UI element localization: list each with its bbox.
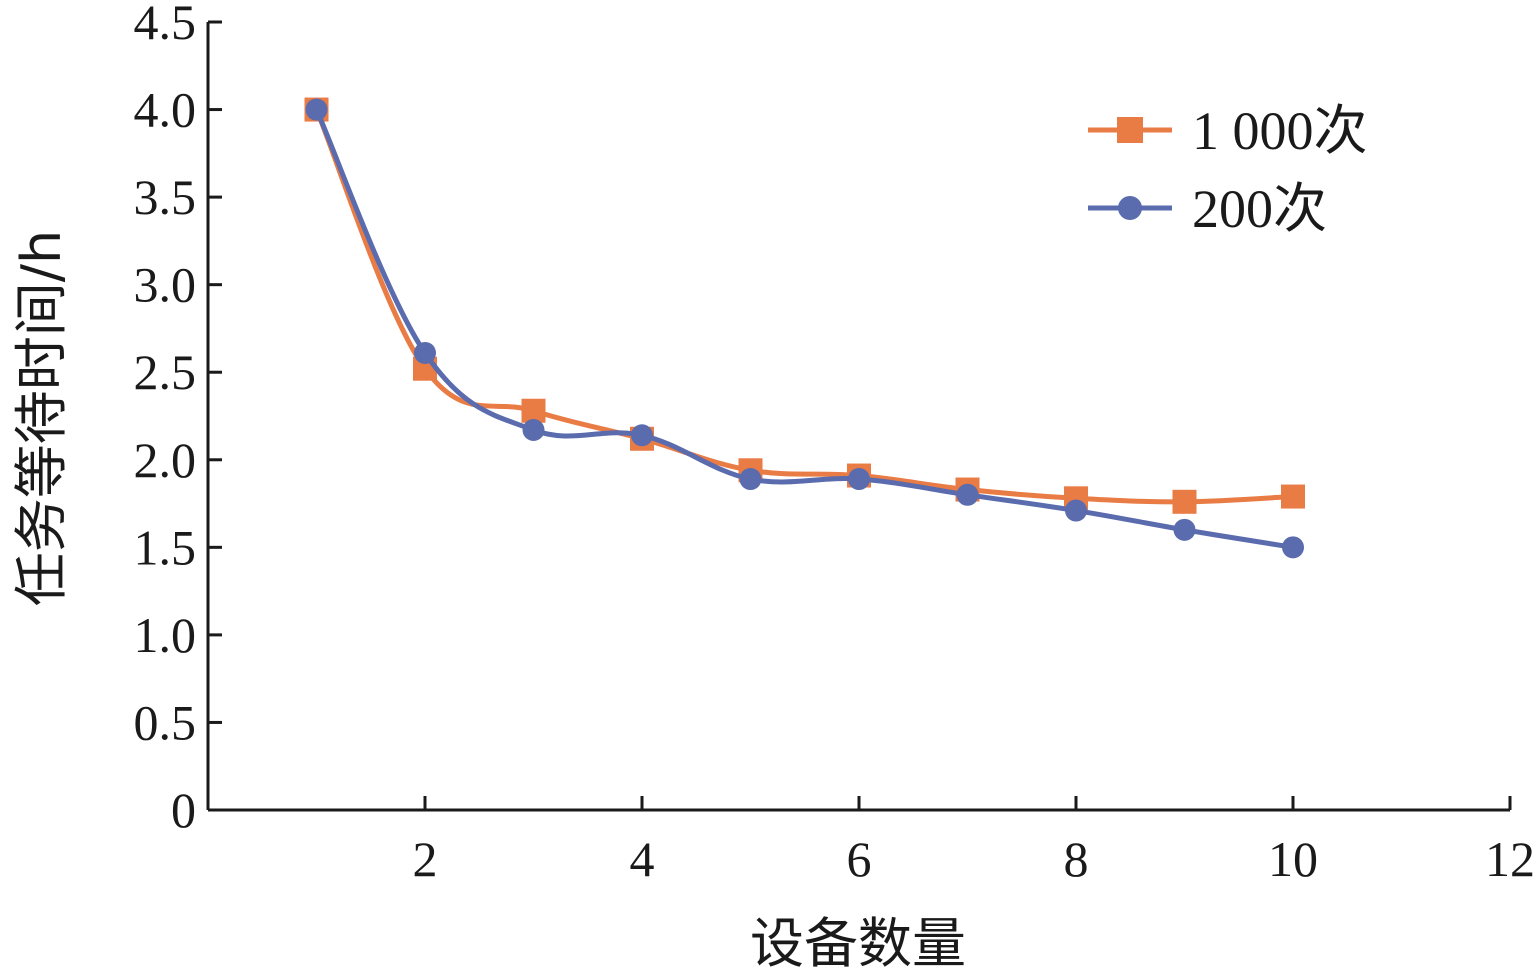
x-tick-label: 6 [847,831,872,887]
legend-label: 1 000次 [1192,101,1368,161]
data-point-circle [631,424,653,447]
y-tick-label: 4.0 [134,82,197,138]
data-point-circle [305,98,328,121]
legend-item: 200次 [1088,179,1327,239]
y-tick-label: 3.0 [134,257,197,313]
x-tick-label: 8 [1064,831,1089,887]
x-tick-label: 2 [413,831,438,887]
data-point-square [1281,484,1305,509]
data-point-circle [1065,499,1087,522]
data-point-circle [1282,536,1304,559]
series-layer [304,97,1305,559]
data-point-circle [739,468,762,491]
x-tick-label: 12 [1485,831,1535,887]
y-tick-label: 2.5 [134,344,197,400]
y-tick-label: 1.5 [134,519,197,575]
legend-item: 1 000次 [1088,101,1368,161]
x-tick-label: 10 [1268,831,1318,887]
y-tick-label: 2.0 [134,432,197,488]
series-line [314,107,1296,550]
y-tick-label: 1.0 [134,607,197,663]
data-point-square [1172,489,1197,514]
legend-marker [1118,196,1142,220]
data-point-circle [1173,518,1196,541]
y-ticks: 0 0.5 1.0 1.5 2.0 2.5 3.0 3.5 4.0 4.5 [134,0,222,838]
legend-marker [1117,117,1143,143]
y-tick-label: 0 [171,782,196,838]
data-point-circle [522,419,545,442]
series-2 [305,98,1304,559]
x-ticks: 2 4 6 8 10 12 [413,796,1535,887]
y-axis-title: 任务等待时间/h [10,230,73,606]
legend-label: 200次 [1192,179,1327,239]
y-tick-label: 3.5 [134,169,197,225]
series-1 [304,97,1305,514]
y-tick-label: 4.5 [134,0,197,50]
data-point-square [521,398,546,423]
data-point-circle [414,341,436,364]
x-axis-title: 设备数量 [750,912,966,974]
y-tick-label: 0.5 [134,694,197,750]
legend: 1 000次 200次 [1088,101,1368,239]
x-tick-label: 4 [630,831,655,887]
data-point-circle [848,468,870,491]
data-point-circle [956,483,979,506]
series-line [314,107,1296,505]
